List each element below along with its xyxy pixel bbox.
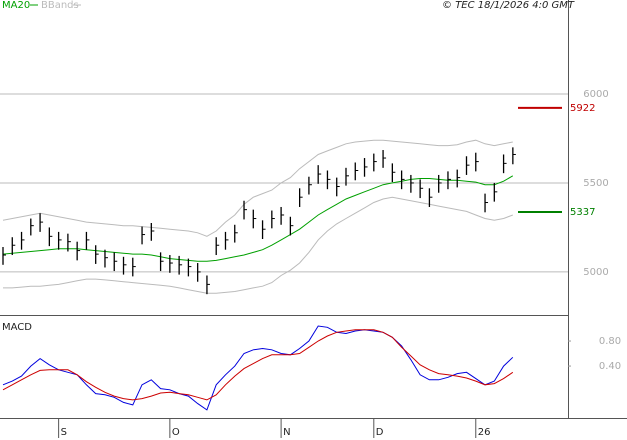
y-tick-label: 0.40 — [599, 361, 621, 372]
legend-label: BBands — [41, 0, 79, 11]
y-tick-label: 5500 — [583, 178, 608, 189]
panel-title: MACD — [2, 322, 32, 333]
level-label: 5337 — [570, 207, 595, 218]
y-tick-label: 6000 — [583, 89, 608, 100]
x-tick-label: 26 — [478, 427, 491, 438]
level-label: 5922 — [570, 103, 595, 114]
bband-upper — [2, 139, 513, 237]
x-tick-label: O — [172, 427, 180, 438]
ma-line — [2, 175, 514, 262]
x-tick-label: S — [61, 427, 67, 438]
bband-lower — [3, 196, 513, 294]
y-tick-label: 5000 — [583, 267, 608, 278]
x-tick-label: N — [283, 427, 290, 438]
macd-line — [2, 325, 514, 411]
credit: © TEC 18/1/2026 4:0 GMT — [442, 0, 575, 11]
x-tick-label: D — [376, 427, 384, 438]
legend-label: MA20 — [2, 0, 30, 11]
y-tick-label: 0.80 — [599, 336, 621, 347]
macd-line — [2, 329, 514, 401]
